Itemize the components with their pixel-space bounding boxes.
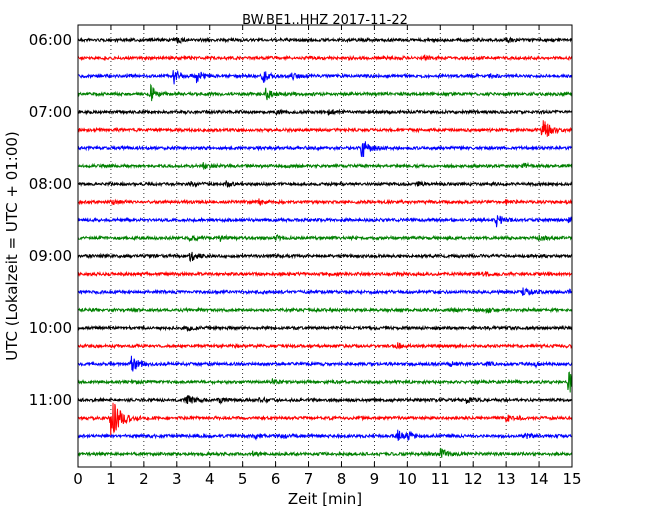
trace-rows — [77, 36, 573, 458]
x-tick-label: 2 — [139, 470, 149, 488]
chart-title: BW.BE1..HHZ 2017-11-22 — [242, 13, 408, 28]
trace-row — [77, 402, 573, 438]
x-tick-label: 10 — [398, 470, 417, 488]
trace-row — [77, 306, 573, 315]
trace-row — [77, 270, 573, 278]
y-axis-label: UTC (Lokalzeit = UTC + 01:00) — [3, 131, 21, 361]
trace-row — [77, 141, 573, 158]
trace-row — [77, 287, 573, 296]
trace-row — [77, 161, 573, 170]
x-tick-label: 11 — [431, 470, 450, 488]
trace-row — [77, 180, 573, 188]
x-tick-label: 12 — [464, 470, 483, 488]
y-tick-label: 11:00 — [29, 391, 72, 409]
x-axis-label: Zeit [min] — [288, 490, 362, 508]
x-tick-label: 7 — [304, 470, 314, 488]
trace-row — [77, 371, 573, 393]
y-axis-ticks: 06:00 07:00 08:00 09:00 10:00 11:00 — [29, 31, 572, 409]
y-tick-label: 06:00 — [29, 31, 72, 49]
trace-row — [77, 342, 573, 350]
x-tick-label: 1 — [106, 470, 116, 488]
x-tick-label: 0 — [73, 470, 83, 488]
x-axis-ticks: 0 1 2 3 4 5 6 7 8 9 10 11 12 13 14 15 — [73, 25, 582, 488]
x-tick-label: 5 — [238, 470, 248, 488]
y-tick-label: 08:00 — [29, 175, 72, 193]
trace-row — [77, 54, 573, 62]
x-tick-label: 6 — [271, 470, 281, 488]
x-tick-label: 13 — [497, 470, 516, 488]
trace-row — [77, 108, 573, 117]
plot-frame — [77, 24, 573, 468]
trace-row — [77, 429, 573, 441]
x-tick-label: 4 — [205, 470, 215, 488]
y-tick-label: 10:00 — [29, 319, 72, 337]
x-tick-label: 14 — [530, 470, 549, 488]
trace-row — [77, 36, 573, 45]
vertical-grid — [110, 25, 540, 467]
trace-row — [77, 394, 573, 405]
x-tick-label: 8 — [337, 470, 347, 488]
trace-row — [77, 83, 573, 102]
trace-row — [77, 215, 573, 228]
trace-row — [77, 447, 573, 458]
x-tick-label: 3 — [172, 470, 182, 488]
y-tick-label: 07:00 — [29, 103, 72, 121]
trace-row — [77, 69, 573, 85]
trace-row — [77, 120, 573, 137]
x-tick-label: 15 — [562, 470, 581, 488]
y-tick-label: 09:00 — [29, 247, 72, 265]
trace-row — [77, 251, 573, 263]
x-tick-label: 9 — [370, 470, 380, 488]
trace-row — [77, 355, 573, 372]
trace-row — [77, 233, 573, 243]
trace-row — [77, 198, 573, 206]
trace-row — [77, 324, 573, 333]
